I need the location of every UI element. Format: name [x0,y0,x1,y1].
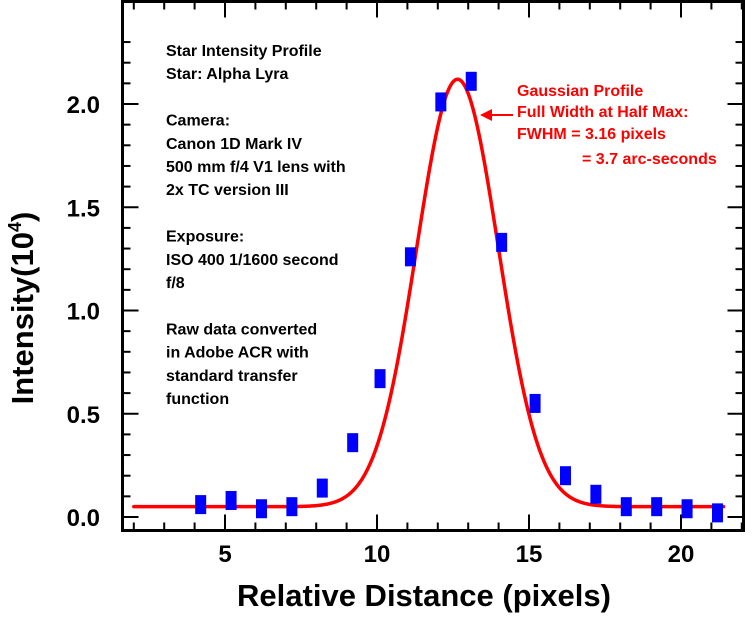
info-text-line: Canon 1D Mark IV [166,136,302,153]
y-tick-label: 2.0 [67,92,100,119]
data-point-marker [651,497,663,517]
annotation-line: Full Width at Half Max: [517,104,688,121]
data-point-marker [590,484,602,504]
x-tick-label: 20 [668,541,695,568]
y-tick-label: 1.0 [67,299,100,326]
data-point-marker [316,478,328,498]
data-point-marker [711,503,723,523]
info-text-line: f/8 [166,275,185,292]
info-text-block: Star Intensity Profile Star: Alpha Lyra Ca… [166,43,346,408]
data-point-marker [681,499,693,519]
info-text-line: Exposure: [166,229,244,246]
data-point-marker [465,71,477,91]
data-point-marker [255,499,267,519]
axis-tick-labels: 5 10 15 20 0.0 0.5 1.0 1.5 2.0 [67,92,695,568]
plot-frame [121,0,745,532]
fwhm-annotation: Gaussian Profile Full Width at Half Max: F… [517,83,717,168]
info-text-line: Camera: [166,113,230,130]
data-point-marker [435,92,447,112]
annotation-line: FWHM = 3.16 pixels [517,126,666,143]
annotation-line: = 3.7 arc-seconds [582,151,717,168]
info-text-line: ISO 400 1/1600 second [166,252,339,269]
x-tick-label: 10 [364,541,391,568]
y-tick-label: 1.5 [67,195,100,222]
data-point-marker [195,495,207,515]
y-axis-title: Intensity(104) [5,212,40,405]
data-points [195,71,723,523]
y-tick-label: 0.0 [67,505,100,532]
data-point-marker [347,433,359,453]
data-point-marker [620,497,632,517]
x-axis-title: Relative Distance (pixels) [237,578,611,613]
x-tick-label: 5 [218,541,231,568]
data-point-marker [529,393,541,413]
annotation-arrow-head [480,109,492,121]
info-text-line: standard transfer [166,368,298,385]
data-point-marker [225,490,237,510]
info-text-line: function [166,391,229,408]
data-point-marker [404,247,416,267]
data-point-marker [559,466,571,486]
data-point-marker [374,369,386,389]
info-text-line: in Adobe ACR with [166,345,309,362]
annotation-arrow [480,109,513,121]
info-text-line: Raw data converted [166,321,317,338]
info-text-line: Star Intensity Profile [166,43,322,60]
data-point-marker [496,232,508,252]
x-tick-label: 15 [516,541,543,568]
info-text-line: 2x TC version III [166,182,289,199]
info-text-line: Star: Alpha Lyra [166,66,289,83]
info-text-line: 500 mm f/4 V1 lens with [166,159,346,176]
annotation-line: Gaussian Profile [517,83,643,100]
data-point-marker [286,497,298,517]
y-tick-label: 0.5 [67,402,100,429]
